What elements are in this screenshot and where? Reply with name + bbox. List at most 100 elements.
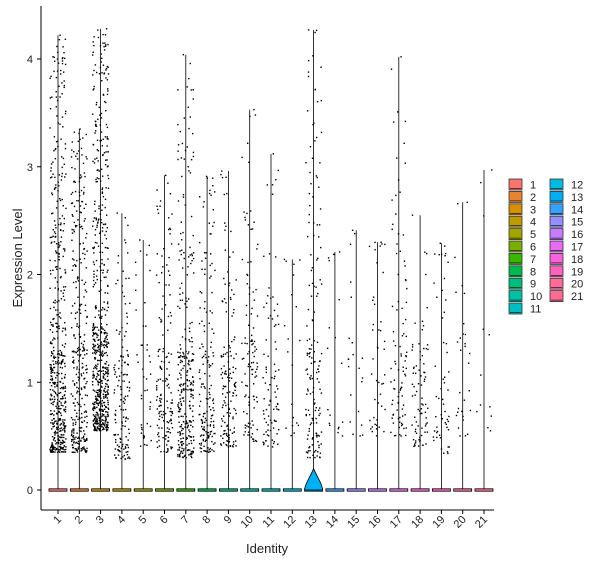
- data-point: [106, 397, 108, 399]
- data-point: [54, 391, 56, 394]
- data-point: [95, 414, 97, 416]
- data-point: [202, 363, 204, 365]
- data-point: [190, 455, 192, 458]
- data-point: [97, 359, 99, 362]
- data-point: [233, 308, 235, 311]
- data-point: [104, 164, 107, 166]
- data-point: [200, 292, 203, 294]
- data-point: [192, 380, 195, 382]
- data-point: [61, 156, 63, 158]
- data-point: [177, 455, 179, 457]
- data-point: [49, 108, 52, 110]
- data-point: [314, 88, 316, 91]
- data-point: [120, 388, 122, 390]
- data-point: [232, 416, 234, 418]
- data-point: [401, 408, 404, 410]
- data-point: [106, 227, 108, 229]
- data-point: [94, 282, 97, 284]
- data-point: [232, 446, 234, 448]
- data-point: [49, 269, 52, 272]
- data-point: [208, 451, 210, 453]
- data-point: [81, 279, 83, 281]
- data-point: [204, 353, 206, 356]
- data-point: [192, 419, 194, 422]
- data-point: [97, 427, 100, 430]
- data-point: [101, 227, 104, 229]
- data-point: [305, 414, 307, 417]
- data-point: [125, 436, 127, 438]
- data-point: [248, 161, 250, 163]
- data-point: [62, 440, 65, 442]
- data-point: [370, 373, 373, 375]
- data-point: [55, 309, 57, 311]
- data-point: [415, 432, 418, 434]
- data-point: [73, 151, 75, 153]
- data-point: [95, 398, 97, 400]
- data-point: [79, 243, 81, 245]
- data-point: [54, 420, 56, 423]
- data-point: [445, 299, 447, 301]
- data-point: [134, 261, 137, 263]
- violin-base: [282, 488, 302, 492]
- data-point: [124, 395, 127, 398]
- data-point: [83, 340, 86, 342]
- data-point: [190, 388, 192, 390]
- data-point: [361, 434, 364, 436]
- data-point: [271, 193, 274, 195]
- data-point: [476, 410, 478, 413]
- data-point: [54, 232, 57, 235]
- data-point: [211, 363, 214, 365]
- data-point: [85, 364, 88, 367]
- data-point: [188, 454, 190, 456]
- data-point: [105, 426, 107, 428]
- data-point: [105, 418, 107, 420]
- data-point: [64, 38, 67, 40]
- data-point: [103, 72, 106, 74]
- data-point: [445, 342, 448, 345]
- data-point: [92, 352, 94, 354]
- data-point: [380, 241, 382, 243]
- data-point: [166, 385, 168, 387]
- data-point: [97, 381, 99, 383]
- data-point: [181, 389, 183, 391]
- data-point: [76, 200, 78, 202]
- data-point: [338, 299, 340, 301]
- data-point: [137, 361, 139, 363]
- data-point: [104, 420, 107, 422]
- data-point: [198, 322, 201, 325]
- data-point: [183, 252, 185, 254]
- data-point: [162, 350, 164, 353]
- data-point: [56, 200, 58, 202]
- data-point: [94, 429, 96, 432]
- data-point: [192, 252, 195, 254]
- data-point: [93, 338, 96, 341]
- x-tick-label: 11: [261, 514, 278, 531]
- data-point: [101, 57, 103, 59]
- data-point: [51, 379, 53, 381]
- data-point: [184, 382, 187, 385]
- data-point: [92, 329, 94, 331]
- data-point: [96, 368, 98, 370]
- data-point: [104, 352, 106, 354]
- data-point: [228, 377, 231, 379]
- data-point: [158, 412, 160, 415]
- data-point: [394, 388, 396, 390]
- data-point: [150, 439, 152, 442]
- data-point: [54, 430, 57, 433]
- data-point: [101, 192, 104, 194]
- data-point: [320, 99, 322, 102]
- data-point: [467, 362, 470, 364]
- data-point: [305, 369, 307, 371]
- data-point: [224, 229, 226, 231]
- data-point: [161, 272, 163, 274]
- data-point: [160, 394, 162, 397]
- data-point: [177, 351, 179, 353]
- legend-label: 13: [571, 192, 583, 204]
- data-point: [72, 447, 74, 449]
- data-point: [224, 373, 226, 375]
- data-point: [310, 375, 312, 377]
- data-point: [186, 444, 188, 446]
- data-point: [463, 323, 465, 325]
- data-point: [200, 447, 203, 450]
- data-point: [443, 311, 445, 313]
